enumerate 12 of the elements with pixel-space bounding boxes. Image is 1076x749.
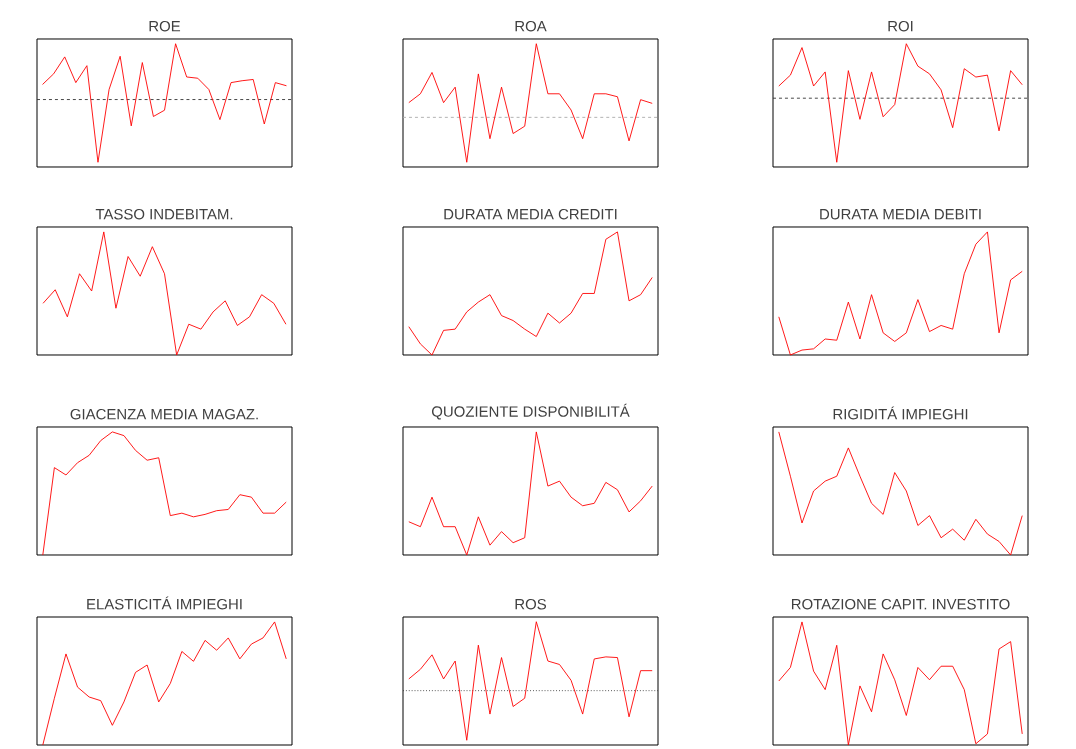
chart-title: DURATA MEDIA DEBITI [820,209,981,220]
chart-title: GIACENZA MEDIA MAGAZ. [70,408,258,420]
chart-title: TASSO INDEBITAM. [95,208,233,220]
chart-title: ROI [888,20,913,32]
chart-title: ROA [515,20,547,32]
chart-title: ROTAZIONE CAPIT. INVESTITO [791,598,1010,610]
chart-title: RIGIDITÁ IMPIEGHI [833,406,968,420]
chart-title: QUOZIENTE DISPONIBILITÁ [431,403,630,420]
chart-title: ROE [149,20,181,32]
chart-title: ROS [515,598,547,610]
chart-title: ELASTICITÁ IMPIEGHI [87,596,242,610]
chart-title: DURATA MEDIA CREDITI [444,208,617,220]
